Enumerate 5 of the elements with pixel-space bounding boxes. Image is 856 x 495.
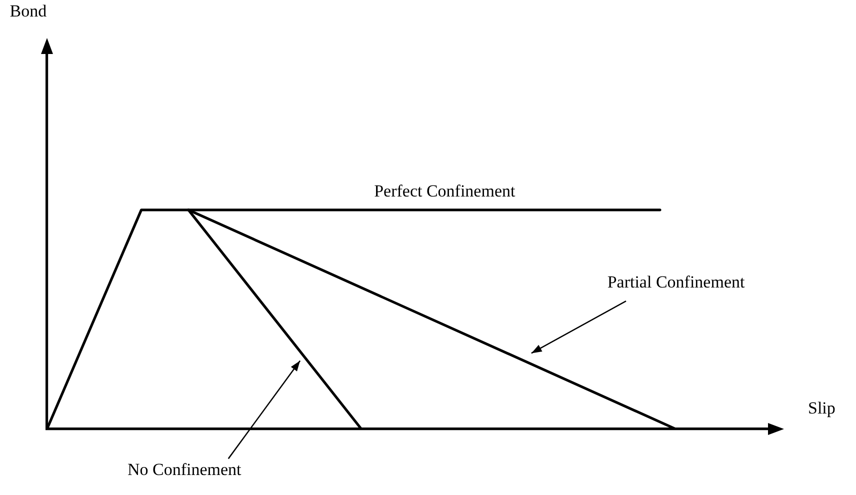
text: Perfect Confinement: [374, 182, 516, 201]
text: Bond: [10, 2, 48, 21]
annotation: Partial Confinement: [607, 272, 745, 292]
text: No Confinement: [127, 460, 242, 480]
x-axis-title: Slip: [808, 398, 836, 418]
